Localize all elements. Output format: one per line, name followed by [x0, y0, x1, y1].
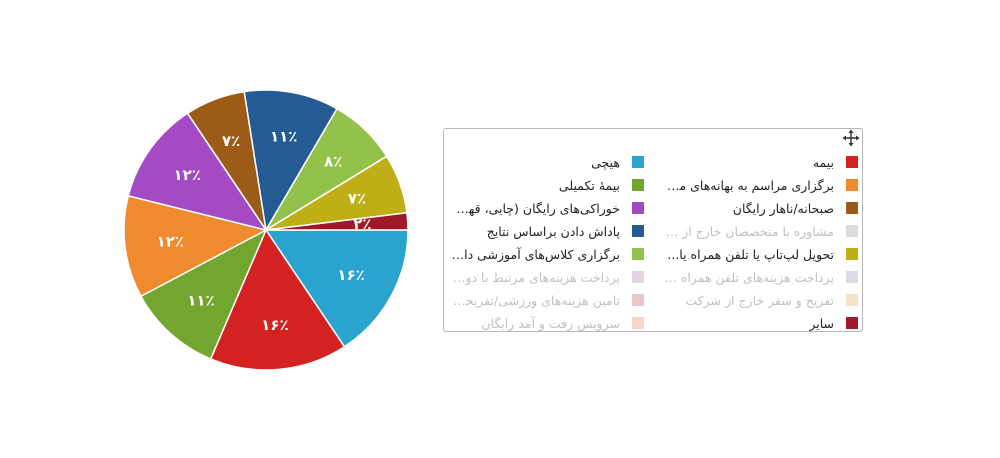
legend-swatch: [846, 225, 858, 237]
legend-item[interactable]: سایر: [809, 312, 858, 334]
legend-label: پاداش دادن براساس نتایج: [486, 223, 620, 239]
legend-label: بیمه: [812, 154, 834, 170]
legend-swatch: [846, 248, 858, 260]
legend-item[interactable]: سرویس رفت و آمد رایگان: [481, 312, 644, 334]
pie-slice[interactable]: [243, 89, 339, 233]
legend-label: تفریح و سفر خارج از شرکت: [685, 292, 834, 308]
legend-item[interactable]: خوراکی‌های رایگان (چایی، قهوه،...: [450, 197, 644, 219]
pie-slice[interactable]: [209, 228, 346, 371]
legend-item[interactable]: پرداخت هزینه‌های مرتبط با دورک...: [450, 266, 644, 288]
legend-swatch: [846, 179, 858, 191]
chart-legend: بیمه هیچی برگزاری مراسم به بهانه‌های مخت..…: [443, 128, 863, 332]
pie-slice-label: ۷٪: [222, 132, 240, 150]
pie-slice[interactable]: [139, 228, 268, 360]
legend-item[interactable]: برگزاری مراسم به بهانه‌های مخت...: [664, 174, 858, 196]
pie-slice[interactable]: [123, 194, 269, 298]
legend-label: تحویل لپ‌تاپ یا تلفن همراه یا...: [667, 246, 834, 262]
legend-item[interactable]: صبحانه/ناهار رایگان: [733, 197, 858, 219]
legend-label: بیمهٔ تکمیلی: [558, 177, 620, 193]
pie-slice-label: ۸٪: [324, 153, 342, 171]
pie-slice-label: ۷٪: [348, 189, 366, 207]
legend-item[interactable]: پاداش دادن براساس نتایج: [487, 220, 644, 242]
legend-label: صبحانه/ناهار رایگان: [732, 200, 834, 216]
pie-slice[interactable]: [264, 229, 409, 348]
legend-swatch: [632, 202, 644, 214]
legend-label: سرویس رفت و آمد رایگان: [481, 315, 620, 331]
legend-item[interactable]: هیچی: [591, 151, 644, 173]
legend-item[interactable]: مشاوره با متخصصان خارج از شرکت: [664, 220, 858, 242]
legend-item[interactable]: تحویل لپ‌تاپ یا تلفن همراه یا...: [667, 243, 858, 265]
legend-item[interactable]: بیمه: [813, 151, 858, 173]
legend-label: پرداخت هزینه‌های تلفن همراه (ت...: [664, 269, 834, 285]
legend-swatch: [846, 294, 858, 306]
legend-label: برگزاری کلاس‌های آموزشی داخل/خ...: [450, 246, 620, 262]
pie-slice[interactable]: [265, 211, 409, 231]
pie-slice-label: ۱۲٪: [156, 233, 183, 251]
pie-chart: ۱۶٪ ۱۶٪ ۱۱٪ ۱۲٪ ۱۲٪ ۷٪ ۱۱٪ ۸٪ ۷٪ ۲٪: [123, 89, 409, 371]
legend-label: سایر: [809, 315, 834, 331]
legend-item[interactable]: برگزاری کلاس‌های آموزشی داخل/خ...: [450, 243, 644, 265]
legend-item[interactable]: تفریح و سفر خارج از شرکت: [685, 289, 858, 311]
pie-slice-label: ۱۲٪: [173, 166, 200, 184]
legend-swatch: [632, 156, 644, 168]
pie-slice-label: ۱۱٪: [187, 291, 214, 309]
legend-swatch: [632, 179, 644, 191]
legend-item[interactable]: بیمهٔ تکمیلی: [559, 174, 644, 196]
legend-swatch: [846, 271, 858, 283]
legend-swatch: [846, 156, 858, 168]
legend-swatch: [632, 225, 644, 237]
legend-label: خوراکی‌های رایگان (چایی، قهوه،...: [450, 200, 620, 216]
pie-slice-label: ۱۱٪: [270, 127, 297, 145]
legend-swatch: [632, 248, 644, 260]
legend-label: برگزاری مراسم به بهانه‌های مخت...: [664, 177, 834, 193]
pie-slice[interactable]: [127, 112, 268, 232]
pie-slice-label: ۲٪: [353, 215, 371, 233]
legend-swatch: [632, 271, 644, 283]
legend-label: هیچی: [591, 154, 620, 170]
pie-slice-label: ۱۶٪: [261, 316, 288, 334]
legend-swatch: [632, 294, 644, 306]
legend-swatch: [632, 317, 644, 329]
pie-slice-label: ۱۶٪: [337, 266, 364, 284]
legend-item[interactable]: پرداخت هزینه‌های تلفن همراه (ت...: [664, 266, 858, 288]
legend-swatch: [846, 202, 858, 214]
move-arrows-icon[interactable]: [842, 129, 860, 147]
legend-label: مشاوره با متخصصان خارج از شرکت: [664, 223, 834, 239]
legend-label: پرداخت هزینه‌های مرتبط با دورک...: [450, 269, 620, 285]
legend-label: تامین هزینه‌های ورزشی/تفریحی (...: [450, 292, 620, 308]
legend-swatch: [846, 317, 858, 329]
legend-item[interactable]: تامین هزینه‌های ورزشی/تفریحی (...: [450, 289, 644, 311]
